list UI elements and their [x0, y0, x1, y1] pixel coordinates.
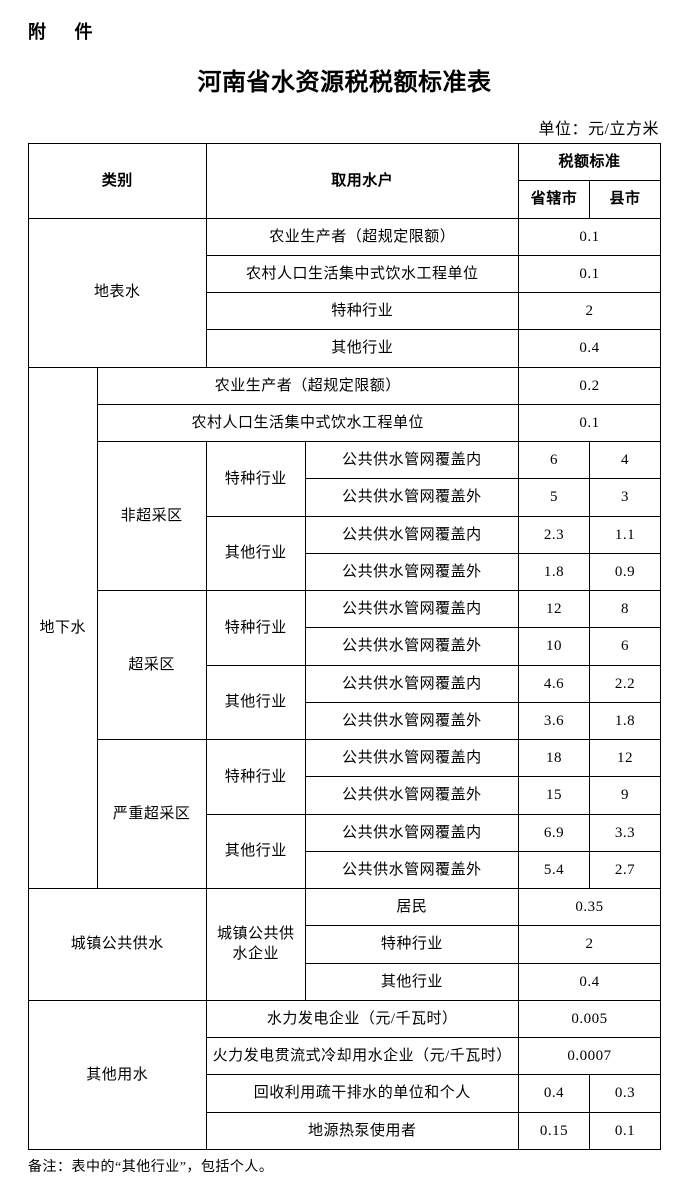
- cell-label: 农村人口生活集中式饮水工程单位: [97, 404, 518, 441]
- cell-label: 农村人口生活集中式饮水工程单位: [206, 255, 518, 292]
- cell-value: 18: [518, 740, 589, 777]
- cell-value: 0.005: [518, 1000, 660, 1037]
- cell-value: 0.2: [518, 367, 660, 404]
- cell-label: 特种行业: [206, 293, 518, 330]
- cell-value: 2.2: [589, 665, 660, 702]
- cell-value: 12: [518, 591, 589, 628]
- table-row: 农村人口生活集中式饮水工程单位 0.1: [29, 404, 661, 441]
- cell-value: 0.3: [589, 1075, 660, 1112]
- cell-value: 0.0007: [518, 1038, 660, 1075]
- table-row: 非超采区 特种行业 公共供水管网覆盖内 6 4: [29, 442, 661, 479]
- hdr-user: 取用水户: [206, 144, 518, 219]
- cell-value: 6: [589, 628, 660, 665]
- zone-over: 超采区: [97, 591, 206, 740]
- cell-value: 12: [589, 740, 660, 777]
- cell-label: 公共供水管网覆盖外: [305, 553, 518, 590]
- cell-value: 3.6: [518, 702, 589, 739]
- table-row: 地下水 农业生产者（超规定限额） 0.2: [29, 367, 661, 404]
- table-row: 其他用水 水力发电企业（元/千瓦时） 0.005: [29, 1000, 661, 1037]
- cell-value: 10: [518, 628, 589, 665]
- hdr-city: 省辖市: [518, 181, 589, 218]
- table-row: 地表水 农业生产者（超规定限额） 0.1: [29, 218, 661, 255]
- zone-non-over: 非超采区: [97, 442, 206, 591]
- cell-label: 公共供水管网覆盖内: [305, 665, 518, 702]
- cell-label: 公共供水管网覆盖内: [305, 740, 518, 777]
- attachment-label: 附 件: [28, 18, 661, 44]
- cell-label: 公共供水管网覆盖外: [305, 628, 518, 665]
- hdr-category: 类别: [29, 144, 207, 219]
- cell-label: 农业生产者（超规定限额）: [206, 218, 518, 255]
- cell-value: 5: [518, 479, 589, 516]
- cell-value: 0.35: [518, 889, 660, 926]
- table-row: 严重超采区 特种行业 公共供水管网覆盖内 18 12: [29, 740, 661, 777]
- ind-special: 特种行业: [206, 591, 305, 666]
- page-title: 河南省水资源税税额标准表: [28, 62, 661, 97]
- cell-value: 4: [589, 442, 660, 479]
- ind-other: 其他行业: [206, 665, 305, 740]
- cell-value: 0.9: [589, 553, 660, 590]
- table-row: 超采区 特种行业 公共供水管网覆盖内 12 8: [29, 591, 661, 628]
- cell-label: 特种行业: [305, 926, 518, 963]
- cell-value: 0.15: [518, 1112, 589, 1149]
- cell-value: 2.7: [589, 851, 660, 888]
- cell-value: 0.4: [518, 330, 660, 367]
- table-header-row: 类别 取用水户 税额标准: [29, 144, 661, 181]
- cell-value: 0.4: [518, 1075, 589, 1112]
- cell-label: 公共供水管网覆盖内: [305, 516, 518, 553]
- cell-label: 公共供水管网覆盖内: [305, 591, 518, 628]
- cell-value: 0.1: [518, 218, 660, 255]
- cell-value: 1.8: [589, 702, 660, 739]
- cell-value: 4.6: [518, 665, 589, 702]
- hdr-rate: 税额标准: [518, 144, 660, 181]
- table-row: 城镇公共供水 城镇公共供水企业 居民 0.35: [29, 889, 661, 926]
- cell-label: 水力发电企业（元/千瓦时）: [206, 1000, 518, 1037]
- cell-label: 公共供水管网覆盖外: [305, 851, 518, 888]
- cell-label: 地源热泵使用者: [206, 1112, 518, 1149]
- cell-value: 2: [518, 926, 660, 963]
- urban-ent: 城镇公共供水企业: [206, 889, 305, 1001]
- cell-label: 居民: [305, 889, 518, 926]
- cat-surface: 地表水: [29, 218, 207, 367]
- hdr-county: 县市: [589, 181, 660, 218]
- cell-value: 0.1: [518, 255, 660, 292]
- cat-urban: 城镇公共供水: [29, 889, 207, 1001]
- cell-value: 2: [518, 293, 660, 330]
- ind-special: 特种行业: [206, 740, 305, 815]
- cell-label: 农业生产者（超规定限额）: [97, 367, 518, 404]
- cell-value: 1.8: [518, 553, 589, 590]
- footnote: 备注：表中的“其他行业”，包括个人。: [28, 1156, 661, 1176]
- cat-other-water: 其他用水: [29, 1000, 207, 1149]
- cell-label: 回收利用疏干排水的单位和个人: [206, 1075, 518, 1112]
- cat-ground: 地下水: [29, 367, 98, 889]
- cell-label: 其他行业: [305, 963, 518, 1000]
- cell-value: 0.1: [518, 404, 660, 441]
- zone-severe: 严重超采区: [97, 740, 206, 889]
- cell-value: 0.1: [589, 1112, 660, 1149]
- cell-value: 8: [589, 591, 660, 628]
- ind-other: 其他行业: [206, 516, 305, 591]
- cell-value: 15: [518, 777, 589, 814]
- cell-label: 公共供水管网覆盖内: [305, 814, 518, 851]
- cell-value: 0.4: [518, 963, 660, 1000]
- ind-other: 其他行业: [206, 814, 305, 889]
- cell-label: 公共供水管网覆盖外: [305, 702, 518, 739]
- cell-value: 9: [589, 777, 660, 814]
- cell-value: 5.4: [518, 851, 589, 888]
- cell-value: 3.3: [589, 814, 660, 851]
- cell-label: 公共供水管网覆盖外: [305, 777, 518, 814]
- tax-rate-table: 类别 取用水户 税额标准 省辖市 县市 地表水 农业生产者（超规定限额） 0.1…: [28, 143, 661, 1150]
- cell-value: 3: [589, 479, 660, 516]
- unit-label: 单位：元/立方米: [28, 115, 661, 139]
- cell-label: 火力发电贯流式冷却用水企业（元/千瓦时）: [206, 1038, 518, 1075]
- cell-label: 公共供水管网覆盖外: [305, 479, 518, 516]
- cell-value: 2.3: [518, 516, 589, 553]
- cell-value: 6: [518, 442, 589, 479]
- cell-value: 6.9: [518, 814, 589, 851]
- cell-label: 公共供水管网覆盖内: [305, 442, 518, 479]
- cell-label: 其他行业: [206, 330, 518, 367]
- cell-value: 1.1: [589, 516, 660, 553]
- ind-special: 特种行业: [206, 442, 305, 517]
